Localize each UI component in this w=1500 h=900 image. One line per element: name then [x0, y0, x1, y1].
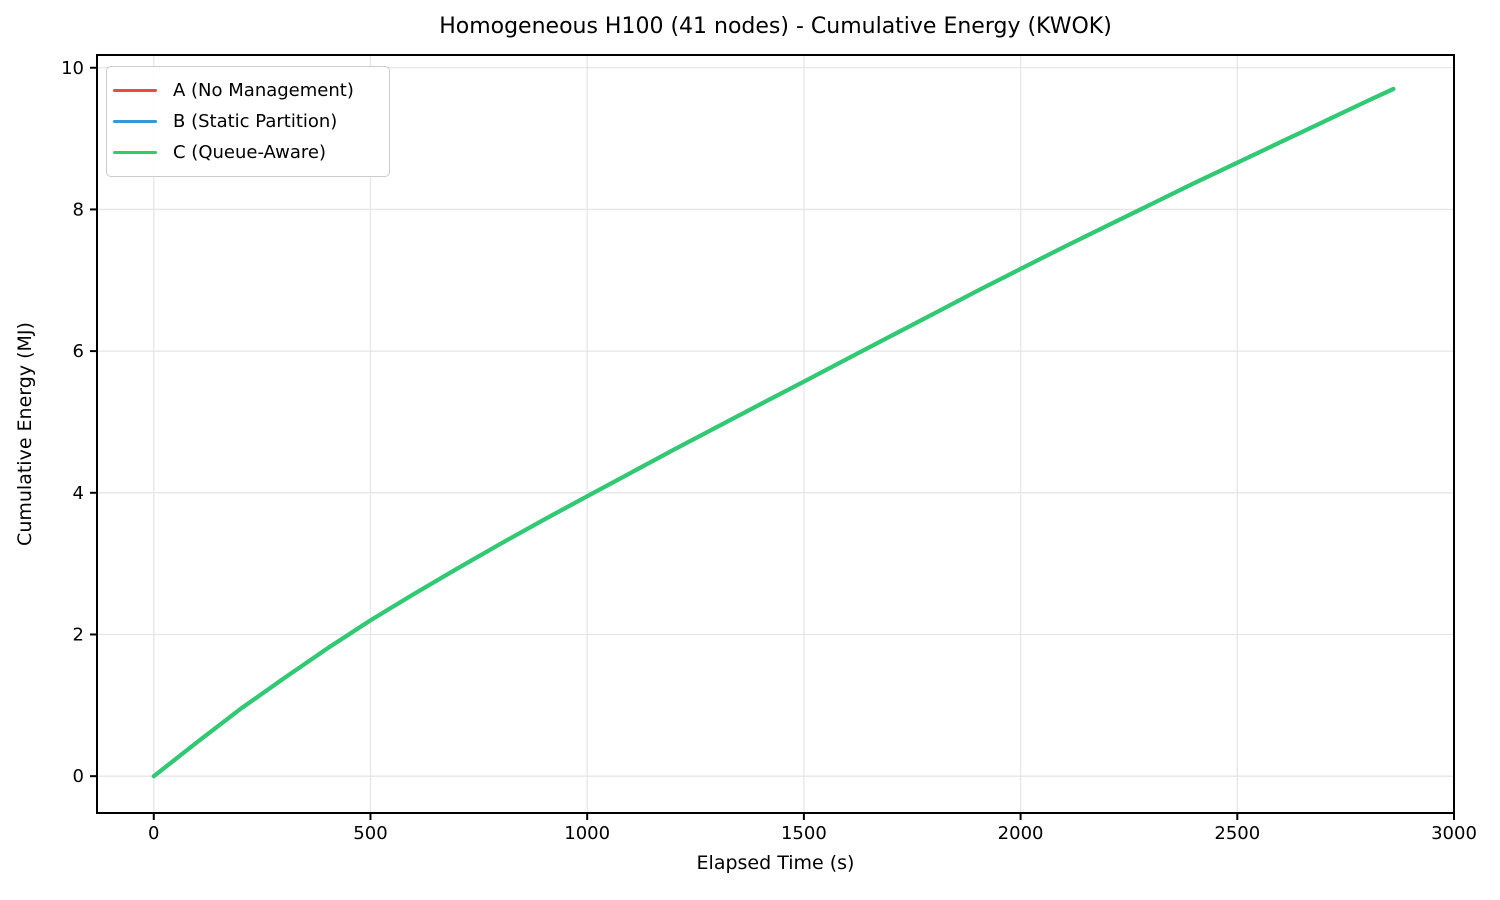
legend-label-c: C (Queue-Aware): [173, 142, 326, 163]
x-tick-label: 2500: [1214, 823, 1260, 844]
x-tick-label: 0: [148, 823, 159, 844]
x-tick-label: 1500: [781, 823, 827, 844]
x-axis-label: Elapsed Time (s): [696, 852, 855, 874]
legend-label-a: A (No Management): [173, 80, 354, 101]
y-tick-label: 10: [61, 58, 84, 79]
legend-line-swatch-a: [113, 88, 157, 93]
x-tick-label: 3000: [1431, 823, 1477, 844]
series-line-1: [151, 87, 1396, 779]
y-tick-label: 6: [73, 341, 84, 362]
legend-label-b: B (Static Partition): [173, 111, 338, 132]
chart-title: Homogeneous H100 (41 nodes) - Cumulative…: [439, 14, 1112, 39]
y-tick-label: 0: [73, 766, 84, 787]
legend-item-c: C (Queue-Aware): [113, 137, 381, 168]
legend: A (No Management) B (Static Partition) C…: [106, 66, 390, 177]
legend-line-swatch-b: [113, 119, 157, 124]
x-tick-label: 500: [353, 823, 387, 844]
y-axis-label: Cumulative Energy (MJ): [14, 322, 36, 546]
plot-border: [96, 54, 1455, 814]
y-tick-label: 2: [73, 624, 84, 645]
legend-item-b: B (Static Partition): [113, 106, 381, 137]
series-line-0: [151, 87, 1396, 779]
y-tick-label: 8: [73, 199, 84, 220]
legend-line-swatch-c: [113, 150, 157, 155]
x-tick-label: 2000: [998, 823, 1044, 844]
series-line-2: [151, 87, 1396, 779]
x-tick-label: 1000: [564, 823, 610, 844]
y-tick-label: 4: [73, 483, 84, 504]
legend-item-a: A (No Management): [113, 75, 381, 106]
